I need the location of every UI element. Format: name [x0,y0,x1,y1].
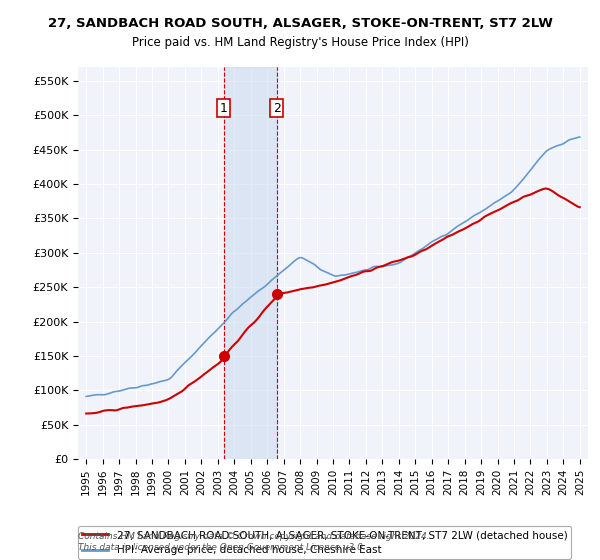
Bar [224,67,277,459]
Text: 2: 2 [273,102,281,115]
Legend: 27, SANDBACH ROAD SOUTH, ALSAGER, STOKE-ON-TRENT, ST7 2LW (detached house), HPI:: 27, SANDBACH ROAD SOUTH, ALSAGER, STOKE-… [78,526,571,559]
Text: 27, SANDBACH ROAD SOUTH, ALSAGER, STOKE-ON-TRENT, ST7 2LW: 27, SANDBACH ROAD SOUTH, ALSAGER, STOKE-… [47,17,553,30]
Text: 1: 1 [220,102,228,115]
Text: Price paid vs. HM Land Registry's House Price Index (HPI): Price paid vs. HM Land Registry's House … [131,36,469,49]
Text: Contains HM Land Registry data © Crown copyright and database right 2024.
This d: Contains HM Land Registry data © Crown c… [78,532,430,552]
